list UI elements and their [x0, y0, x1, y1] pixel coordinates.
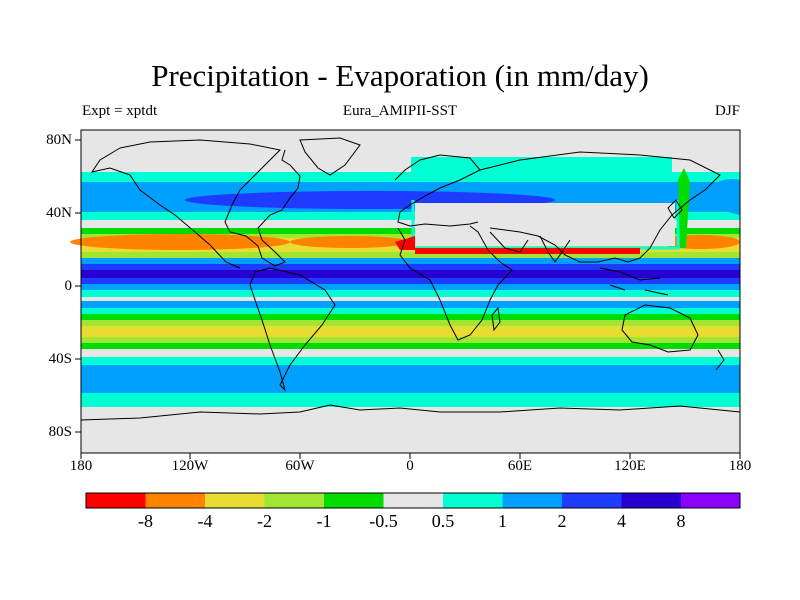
colorbar-frame [85, 492, 741, 509]
colorbar-label: -8 [138, 511, 153, 531]
colorbar-label: 2 [557, 511, 567, 531]
band-p1-2-southern-ocean [81, 365, 740, 393]
colorbar-swatch [86, 493, 146, 508]
antarctica-coast [80, 404, 741, 421]
colorbar-label: 8 [676, 511, 686, 531]
band-p2-4-equator [81, 278, 740, 284]
colorbar-label: -4 [197, 511, 213, 531]
band-p05-1-midlat [81, 212, 740, 220]
new-zealand-coast [715, 349, 725, 371]
colorbar-label: -1 [316, 511, 332, 531]
lon-tick-label: 180 [728, 458, 752, 474]
band-p1-2-itcz-edge [81, 258, 740, 264]
colorbar [85, 492, 741, 509]
experiment-label: Expt = xptdt [82, 103, 158, 119]
band-neg4-south [81, 326, 740, 337]
band-p05-1-equator [81, 290, 740, 297]
colorbar-swatch [264, 493, 324, 508]
band-p05-1-south-2 [81, 357, 740, 365]
band-neutral-equator [81, 297, 740, 301]
band-neg2-tropics [81, 252, 740, 258]
lon-tick-label: 60E [507, 458, 533, 474]
season-label: DJF [714, 103, 740, 119]
lon-tick-label: 180 [69, 458, 93, 474]
band-neg2-south [81, 320, 740, 326]
coastlines [80, 137, 741, 421]
lon-tick-label: 120W [171, 458, 209, 474]
colorbar-label: 4 [617, 511, 626, 531]
colorbar-swatch [502, 493, 562, 508]
subtropical-dry-atlantic [290, 236, 410, 248]
colorbar-swatch [621, 493, 681, 508]
eurasia-box-south-dry [415, 248, 640, 254]
band-p1-2-south [81, 301, 740, 308]
lon-tick-label: 120E [614, 458, 646, 474]
band-neg1-south [81, 314, 740, 320]
madagascar-coast [491, 306, 501, 332]
colorbar-label: 1 [498, 511, 507, 531]
band-neg1-south-2 [81, 343, 740, 349]
dataset-label: Eura_AMIPII-SST [342, 103, 458, 119]
lon-tick-label: 0 [406, 458, 414, 474]
axis-ticks [75, 139, 741, 459]
band-neg2-north [81, 234, 740, 238]
colorbar-swatch [681, 493, 740, 508]
lat-tick-label: 80N [46, 132, 72, 148]
eurasia-box-interior [415, 203, 675, 246]
eurasia-box-top [411, 157, 672, 172]
maritime-continent [599, 267, 669, 296]
australia-coast [621, 304, 699, 353]
band-p2-4-itcz [81, 264, 740, 270]
band-p1-2-equator [81, 284, 740, 290]
band-neutral-midlat [81, 220, 740, 228]
lat-tick-label: 40S [48, 351, 72, 367]
colorbar-swatch [383, 493, 443, 508]
west-africa-dry-cell [395, 236, 415, 250]
lon-tick-label: 60W [285, 458, 315, 474]
japan-coast [667, 199, 683, 219]
greenland-coast [299, 137, 361, 176]
west-pacific-boundary-strip [678, 168, 690, 248]
band-p05-1-southern-ocean [81, 393, 740, 407]
colorbar-swatch [205, 493, 265, 508]
band-neg1-north [81, 228, 740, 234]
colorbar-swatch [562, 493, 622, 508]
colorbar-swatch [324, 493, 384, 508]
band-p4-8-itcz [81, 270, 740, 278]
subtropical-dry-east-pacific [70, 234, 290, 250]
north-america-coast [119, 139, 301, 267]
alaska-coast [90, 147, 241, 269]
asia-coast [479, 151, 721, 263]
band-p05-1-south [81, 308, 740, 314]
lat-tick-label: 40N [46, 205, 72, 221]
plot-title: Precipitation - Evaporation (in mm/day) [151, 58, 649, 93]
colorbar-swatch [145, 493, 205, 508]
south-america-coast [249, 267, 336, 392]
colorbar-label: -2 [257, 511, 272, 531]
colorbar-label: 0.5 [431, 511, 455, 531]
lat-tick-label: 0 [64, 278, 73, 294]
band-neg2-south-2 [81, 337, 740, 343]
india-coast [539, 235, 571, 263]
band-neutral-south [81, 349, 740, 357]
europe-coast [394, 154, 481, 227]
colorbar-swatch [443, 493, 503, 508]
band-p05-1-north [81, 172, 740, 182]
africa-coast [397, 225, 513, 341]
colorbar-label: -0.5 [369, 511, 398, 531]
north-pacific-wet-cell [700, 179, 740, 215]
lat-tick-label: 80S [48, 424, 72, 440]
arabia-coast [489, 231, 529, 253]
